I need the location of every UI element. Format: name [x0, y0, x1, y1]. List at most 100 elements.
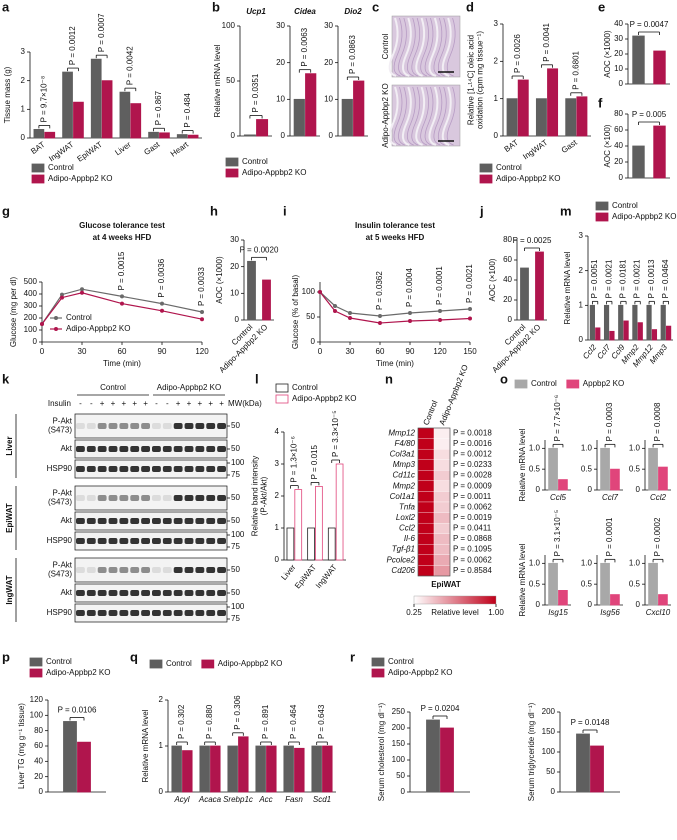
bar — [294, 747, 305, 793]
histology-texture — [393, 86, 403, 146]
y-axis-label: Glucose (mg per dl) — [9, 277, 18, 348]
histology-texture — [401, 17, 412, 77]
histology-texture — [398, 86, 407, 146]
x-tick-label: Fasn — [285, 795, 303, 804]
x-tick-label: 60 — [376, 347, 385, 356]
heatmap-cell — [433, 491, 451, 503]
y-tick-label: 0 — [281, 131, 286, 140]
x-tick-label: Ccl5 — [550, 493, 567, 502]
blot-band — [217, 518, 226, 524]
blot-band — [184, 610, 194, 616]
legend-label: Control — [496, 163, 522, 172]
mw-label: MW(kDa) — [228, 399, 262, 408]
blot-band — [141, 590, 150, 596]
y-tick-label: 80 — [614, 109, 623, 118]
histology-texture — [406, 17, 416, 77]
legend-label: Adipo-Appbp2 KO — [242, 168, 307, 177]
y-tick-label: 50 — [546, 767, 555, 776]
bar — [293, 98, 305, 137]
panel-letter: a — [2, 0, 10, 14]
heatmap-cell — [433, 438, 451, 450]
blot-band — [217, 423, 226, 429]
legend-label: Control — [48, 163, 74, 172]
y-tick-label: 0 — [235, 315, 240, 324]
heatmap-cell — [433, 480, 451, 492]
legend-swatch — [29, 657, 43, 667]
p-value: P = 0.0047 — [630, 20, 669, 29]
p-value: P = 0.891 — [261, 704, 270, 739]
bar — [637, 322, 643, 341]
blot-band — [76, 495, 85, 501]
p-value: P = 0.0036 — [157, 258, 166, 297]
bar — [548, 447, 558, 491]
y-tick-label: 300 — [24, 301, 38, 310]
x-tick-label: EpiWAT — [76, 140, 105, 164]
y-tick-label: 2 — [579, 266, 584, 275]
histology-texture — [398, 17, 407, 77]
heatmap-cell — [417, 448, 435, 460]
blot-band — [119, 518, 129, 524]
y-tick-label: 200 — [392, 723, 406, 732]
bar — [187, 134, 199, 139]
legend-swatch — [149, 659, 163, 669]
p-value: P = 0.005 — [632, 110, 667, 119]
blot-band — [184, 567, 194, 573]
panel-letter: r — [350, 649, 355, 664]
bar — [520, 267, 529, 321]
blot-band — [86, 567, 96, 573]
blot-band — [86, 610, 96, 616]
mw-value: 100 — [231, 530, 245, 539]
y-axis-label: (P-Akt/Akt) — [260, 476, 269, 515]
blot-band — [141, 446, 150, 452]
mw-value: 100 — [231, 602, 245, 611]
blot-band — [76, 423, 85, 429]
blot-band — [217, 590, 226, 596]
legend-label: Adipo-Appbp2 KO — [388, 668, 453, 677]
legend-label: Appbp2 KO — [583, 379, 624, 388]
panel-letter: f — [598, 95, 603, 110]
blot-band — [76, 590, 85, 596]
x-tick-label: Acyl — [173, 795, 189, 804]
row-label: Tgf-β1 — [392, 545, 415, 554]
blot-band — [184, 423, 194, 429]
mw-value: 75 — [231, 470, 240, 479]
heatmap-cell — [433, 470, 451, 482]
bar — [440, 727, 454, 793]
row-label: P-Akt — [52, 417, 72, 426]
bar — [558, 590, 568, 606]
heatmap-cell — [417, 544, 435, 556]
row-label: (S473) — [48, 498, 72, 507]
p-value: P = 0.0015 — [117, 251, 126, 290]
x-tick-label: Cxcl10 — [646, 608, 671, 617]
y-tick-label: 0 — [329, 131, 334, 140]
blot-band — [108, 610, 118, 616]
blot-band — [130, 423, 140, 429]
panel-letter: l — [255, 371, 259, 386]
group-label: Control — [100, 383, 126, 392]
blot-band — [162, 466, 172, 472]
bar — [283, 745, 294, 793]
row-label: (S473) — [48, 426, 72, 435]
blot-band — [152, 610, 161, 616]
heatmap-label: EpiWAT — [431, 580, 461, 589]
heatmap-cell — [417, 554, 435, 566]
y-axis-label: Glucose (% of basal) — [291, 275, 300, 350]
blot-band — [97, 590, 107, 596]
x-tick-label: Isg15 — [548, 608, 568, 617]
bar — [353, 80, 365, 137]
data-point — [318, 290, 322, 294]
blot-band — [206, 590, 216, 596]
legend-label: Adipo-Appbp2 KO — [48, 174, 113, 183]
bar — [327, 527, 336, 561]
bar — [576, 733, 590, 793]
heatmap-cell — [433, 459, 451, 471]
panel-letter: c — [372, 0, 379, 14]
y-tick-label: 50 — [396, 771, 405, 780]
blot-band — [141, 538, 150, 544]
blot-band — [217, 495, 226, 501]
blot-band — [206, 423, 216, 429]
image-row-label: Adipo-Appbp2 KO — [381, 83, 390, 148]
blot-band — [162, 590, 172, 596]
bar — [148, 131, 159, 139]
blot-band — [97, 610, 107, 616]
